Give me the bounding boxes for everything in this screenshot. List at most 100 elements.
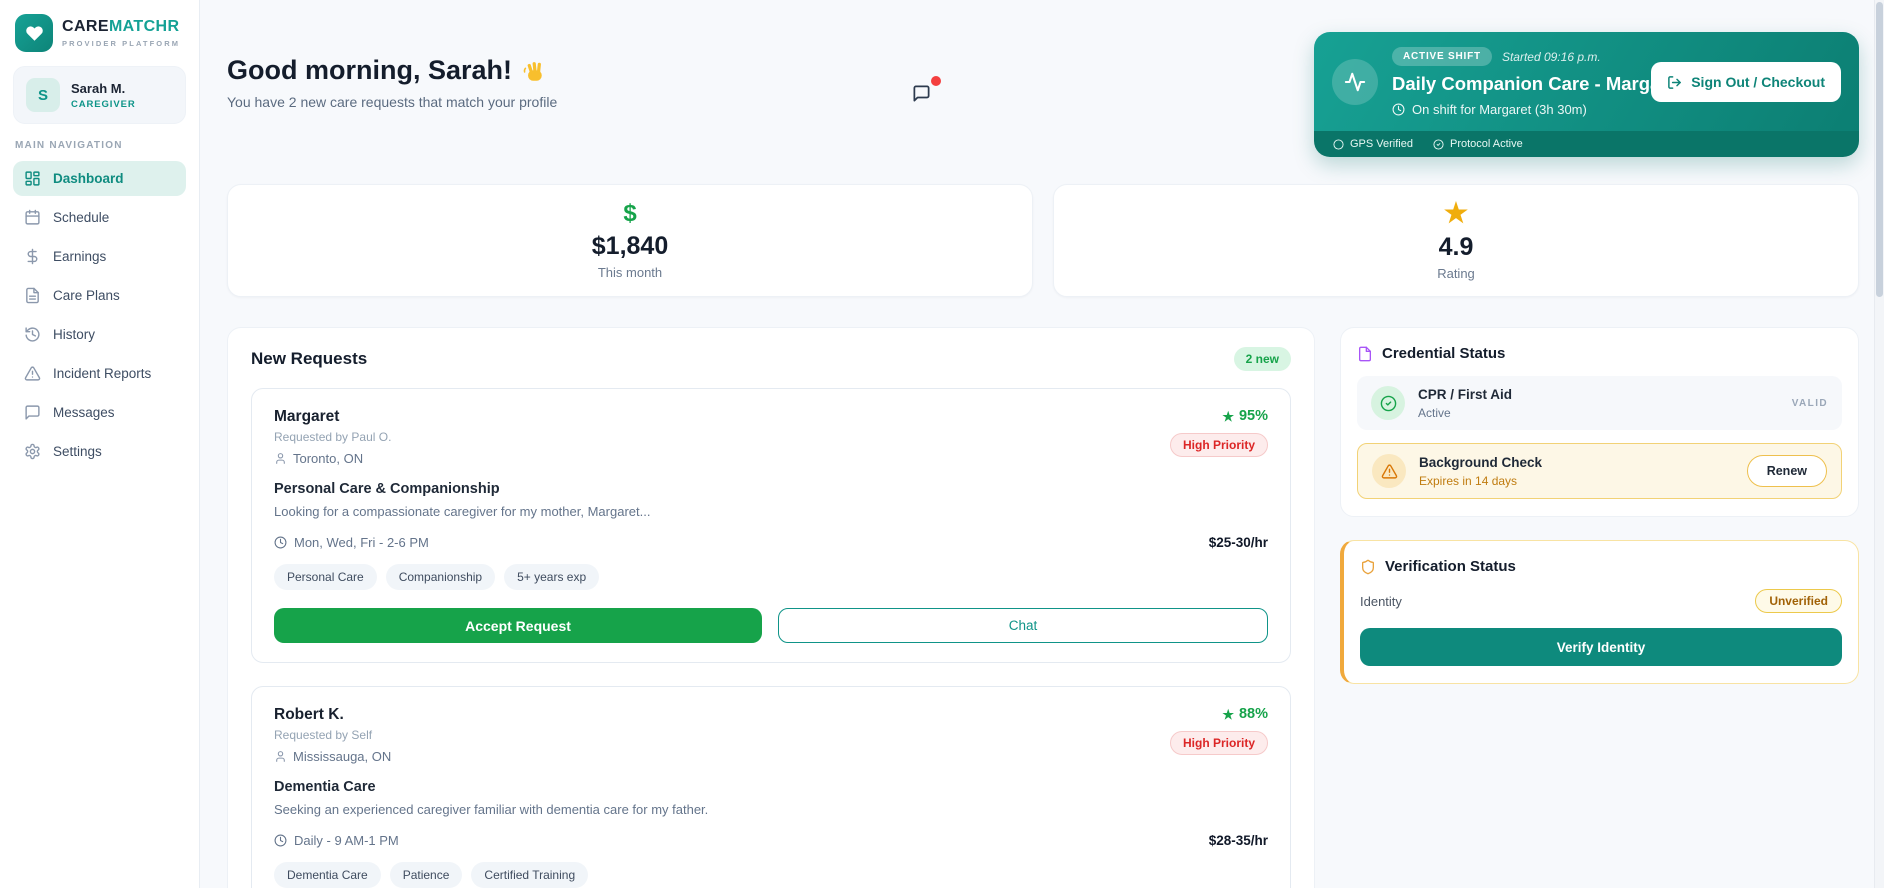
warning-triangle-icon — [1372, 454, 1406, 488]
nav-section-label: MAIN NAVIGATION — [15, 140, 123, 151]
gps-circle-icon — [1333, 138, 1344, 150]
user-profile-card[interactable]: S Sarah M. CAREGIVER — [13, 66, 186, 124]
person-icon — [274, 452, 287, 465]
request-description: Seeking an experienced caregiver familia… — [274, 802, 709, 817]
page-title: Good morning, Sarah! — [227, 55, 1859, 86]
sidebar-item-settings[interactable]: Settings — [13, 434, 186, 469]
tag: Companionship — [385, 564, 496, 590]
credential-row-background-check: Background Check Expires in 14 days Rene… — [1357, 443, 1842, 499]
document-icon — [24, 287, 41, 304]
hourly-rate: $25-30/hr — [1208, 535, 1268, 550]
tags: Dementia Care Patience Certified Trainin… — [274, 862, 1268, 888]
request-card-robert: Robert K. Requested by Self Mississauga,… — [251, 686, 1291, 888]
hourly-rate: $28-35/hr — [1208, 833, 1268, 848]
nav-item-label: Dashboard — [53, 171, 124, 186]
nav-item-label: Settings — [53, 444, 102, 459]
main-navigation: Dashboard Schedule Earnings Care Plans H… — [13, 161, 186, 469]
nav-item-label: History — [53, 327, 96, 342]
dashboard-grid-icon — [24, 170, 41, 187]
shield-icon — [1360, 559, 1376, 575]
heart-icon — [25, 24, 44, 43]
unverified-badge: Unverified — [1755, 589, 1842, 613]
scrollbar-thumb[interactable] — [1876, 2, 1883, 297]
active-shift-badge: ACTIVE SHIFT — [1392, 47, 1492, 66]
protocol-status: Protocol Active — [1433, 138, 1523, 150]
sidebar-item-dashboard[interactable]: Dashboard — [13, 161, 186, 196]
log-out-icon — [1667, 75, 1682, 90]
sidebar-item-earnings[interactable]: Earnings — [13, 239, 186, 274]
match-score: ★ 88% — [1222, 706, 1268, 722]
credential-row-cpr: CPR / First Aid Active VALID — [1357, 376, 1842, 430]
accept-request-button[interactable]: Accept Request — [274, 608, 762, 643]
tags: Personal Care Companionship 5+ years exp — [274, 564, 1268, 590]
main-content: Good morning, Sarah! You have 2 new care… — [200, 0, 1884, 888]
requested-by: Requested by Self — [274, 728, 373, 742]
rating-label: Rating — [1437, 266, 1475, 281]
priority-badge: High Priority — [1169, 433, 1268, 457]
sidebar-item-messages[interactable]: Messages — [13, 395, 186, 430]
brand-logo — [15, 14, 53, 52]
sidebar-item-history[interactable]: History — [13, 317, 186, 352]
tag: Certified Training — [471, 862, 589, 888]
person-icon — [274, 750, 287, 763]
earnings-label: This month — [597, 264, 663, 280]
match-score: ★ 95% — [1222, 408, 1268, 424]
history-clock-icon — [24, 326, 41, 343]
sidebar-item-schedule[interactable]: Schedule — [13, 200, 186, 235]
shift-status: On shift for Margaret (3h 30m) — [1392, 102, 1637, 117]
service-type: Personal Care & Companionship — [274, 481, 500, 497]
requested-by: Requested by Paul O. — [274, 430, 392, 444]
clock-icon — [1392, 103, 1405, 116]
tag: 5+ years exp — [504, 564, 600, 590]
valid-label: VALID — [1791, 397, 1828, 409]
chat-bubble-icon — [912, 84, 938, 103]
schedule: Mon, Wed, Fri - 2-6 PM — [274, 535, 429, 550]
notifications-button[interactable] — [912, 76, 941, 110]
rating-value: 4.9 — [1438, 233, 1474, 261]
chat-button[interactable]: Chat — [778, 608, 1268, 643]
clock-icon — [274, 834, 287, 847]
identity-label: Identity — [1360, 593, 1402, 609]
dollar-icon — [24, 248, 41, 265]
brand-tagline: PROVIDER PLATFORM — [62, 38, 181, 48]
rating-stat-card: ★ 4.9 Rating — [1053, 184, 1859, 297]
new-requests-panel: New Requests 2 new Margaret Requested by… — [227, 327, 1315, 888]
waving-hand-icon — [522, 58, 548, 84]
shift-footer: GPS Verified Protocol Active — [1314, 131, 1859, 157]
file-icon — [1357, 346, 1373, 362]
clock-icon — [274, 536, 287, 549]
credential-name: CPR / First Aid — [1418, 386, 1513, 402]
request-description: Looking for a compassionate caregiver fo… — [274, 504, 651, 519]
new-requests-count-badge: 2 new — [1233, 347, 1291, 371]
user-role: CAREGIVER — [71, 98, 136, 110]
activity-pulse-icon — [1332, 59, 1378, 105]
verify-identity-button[interactable]: Verify Identity — [1360, 628, 1842, 666]
sign-out-checkout-button[interactable]: Sign Out / Checkout — [1651, 62, 1841, 102]
renew-button[interactable]: Renew — [1746, 455, 1827, 487]
sidebar-item-care-plans[interactable]: Care Plans — [13, 278, 186, 313]
unread-badge-dot — [931, 76, 941, 86]
shift-title: Daily Companion Care - Margaret — [1392, 73, 1684, 94]
nav-item-label: Earnings — [53, 249, 107, 264]
shift-start-time: Started 09:16 p.m. — [1501, 49, 1601, 64]
page-scrollbar[interactable] — [1874, 0, 1884, 888]
page-header: Good morning, Sarah! You have 2 new care… — [227, 0, 1859, 110]
earnings-value: $1,840 — [591, 231, 669, 260]
sidebar-item-incident-reports[interactable]: Incident Reports — [13, 356, 186, 391]
active-shift-banner: ACTIVE SHIFT Started 09:16 p.m. Daily Co… — [1314, 32, 1859, 157]
client-location: Mississauga, ON — [274, 749, 391, 764]
priority-badge: High Priority — [1169, 731, 1268, 755]
new-requests-title: New Requests — [251, 349, 368, 368]
credential-name: Background Check — [1419, 454, 1543, 470]
chat-bubble-icon — [24, 404, 41, 421]
star-icon: ★ — [1222, 408, 1234, 424]
gps-status: GPS Verified — [1333, 138, 1413, 150]
tag: Patience — [389, 862, 463, 888]
circle-check-icon — [1433, 138, 1444, 150]
request-card-margaret: Margaret Requested by Paul O. Toronto, O… — [251, 388, 1291, 663]
star-icon: ★ — [1443, 198, 1469, 228]
client-name: Robert K. — [274, 706, 344, 723]
client-location: Toronto, ON — [274, 451, 391, 466]
service-type: Dementia Care — [274, 779, 376, 795]
dollar-icon: $ — [623, 199, 637, 227]
